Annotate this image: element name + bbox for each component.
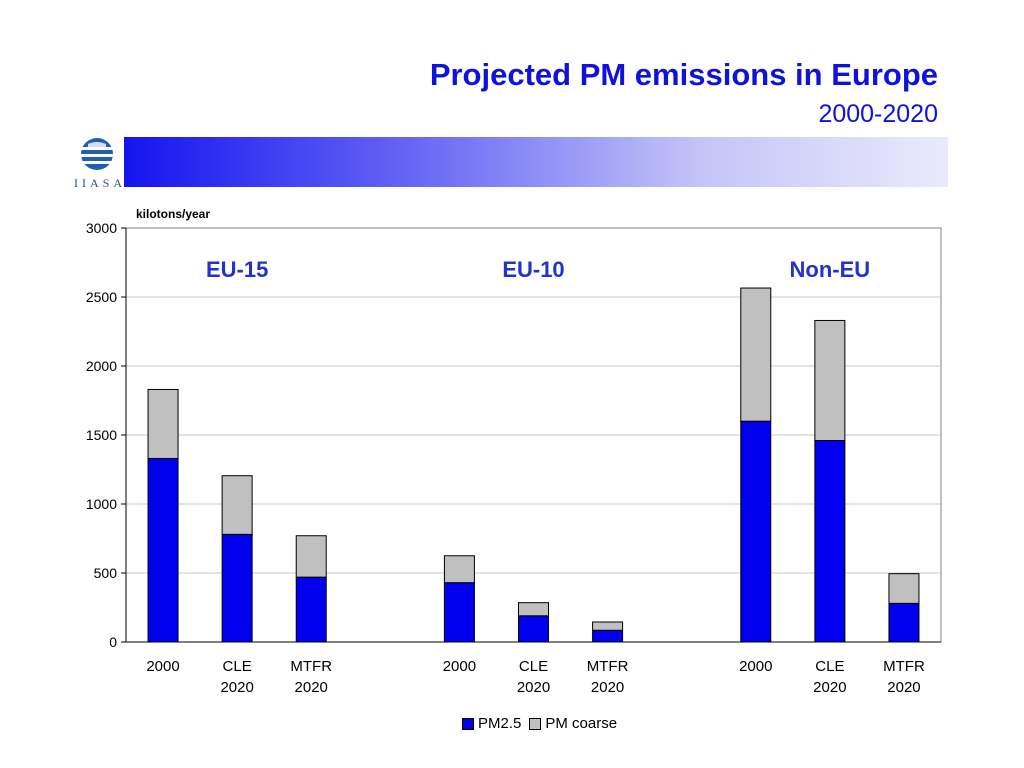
bar-pm2-5 xyxy=(443,582,475,643)
label-layer: 2000 CLE 2020 MTFR 2020 EU-15 2000 CLE 2020 MTFR 2… xyxy=(146,257,925,696)
x-tick-label: 2020 xyxy=(591,679,624,696)
x-tick-label: MTFR xyxy=(290,658,332,675)
iiasa-logo-icon xyxy=(76,136,118,190)
group-label: EU-15 xyxy=(206,257,268,282)
bar-pm-coarse xyxy=(814,319,846,442)
bar-pm2-5 xyxy=(221,533,253,643)
bar-pm-coarse xyxy=(221,475,253,535)
y-tick-label: 1500 xyxy=(86,427,117,443)
group-label: Non-EU xyxy=(790,257,871,282)
x-tick-label: 2020 xyxy=(295,679,328,696)
legend-swatch-pm25 xyxy=(462,717,474,730)
bar-pm-coarse xyxy=(592,621,624,631)
x-tick-label: MTFR xyxy=(587,658,629,675)
legend-label-pm25: PM2.5 xyxy=(478,715,522,732)
legend: PM2.5 PM coarse xyxy=(462,715,625,732)
x-tick-label: 2000 xyxy=(739,658,772,675)
legend-swatch-pm-coarse xyxy=(529,717,542,730)
axis-layer: 0 500 1000 1500 2000 2500 3000 kilotons/year xyxy=(86,207,941,650)
y-tick-label: 500 xyxy=(94,565,118,581)
page-subtitle: 2000-2020 xyxy=(818,100,938,128)
legend-item-pm-coarse: PM coarse xyxy=(529,715,617,732)
x-tick-label: CLE xyxy=(223,658,252,675)
x-tick-label: 2020 xyxy=(887,679,920,696)
y-axis-label: kilotons/year xyxy=(136,207,210,221)
bar-pm2-5 xyxy=(592,629,624,643)
x-tick-label: MTFR xyxy=(883,658,925,675)
bar-pm2-5 xyxy=(295,576,327,643)
bar-pm2-5 xyxy=(147,457,179,643)
x-tick-label: 2000 xyxy=(443,658,476,675)
group-label: EU-10 xyxy=(502,257,564,282)
bar-pm-coarse xyxy=(147,388,179,459)
bar-pm2-5 xyxy=(814,440,846,643)
y-tick-label: 2500 xyxy=(86,289,117,305)
bar-pm2-5 xyxy=(888,602,920,643)
y-tick-label: 3000 xyxy=(86,220,117,236)
y-tick-label: 0 xyxy=(109,634,117,650)
bar-pm2-5 xyxy=(740,420,772,643)
y-tick-label: 2000 xyxy=(86,358,117,374)
bar-pm-coarse xyxy=(443,555,475,584)
x-tick-label: 2020 xyxy=(517,679,550,696)
x-tick-label: 2020 xyxy=(813,679,846,696)
y-tick-label: 1000 xyxy=(86,496,117,512)
bar-pm-coarse xyxy=(295,535,327,578)
x-tick-label: CLE xyxy=(519,658,548,675)
bar-pm-coarse xyxy=(740,287,772,422)
bar-pm-coarse xyxy=(517,602,550,617)
x-tick-label: 2000 xyxy=(146,658,179,675)
bar-pm-coarse xyxy=(888,573,920,604)
bar-pm2-5 xyxy=(517,615,550,643)
header-banner xyxy=(124,137,948,187)
legend-label-pm-coarse: PM coarse xyxy=(545,715,618,732)
x-tick-label: 2020 xyxy=(220,679,253,696)
legend-item-pm25: PM2.5 xyxy=(462,715,521,732)
page-title: Projected PM emissions in Europe xyxy=(429,57,938,92)
x-tick-label: CLE xyxy=(815,658,844,675)
bars-layer xyxy=(147,287,920,643)
logo-text: IIASA xyxy=(74,176,126,190)
